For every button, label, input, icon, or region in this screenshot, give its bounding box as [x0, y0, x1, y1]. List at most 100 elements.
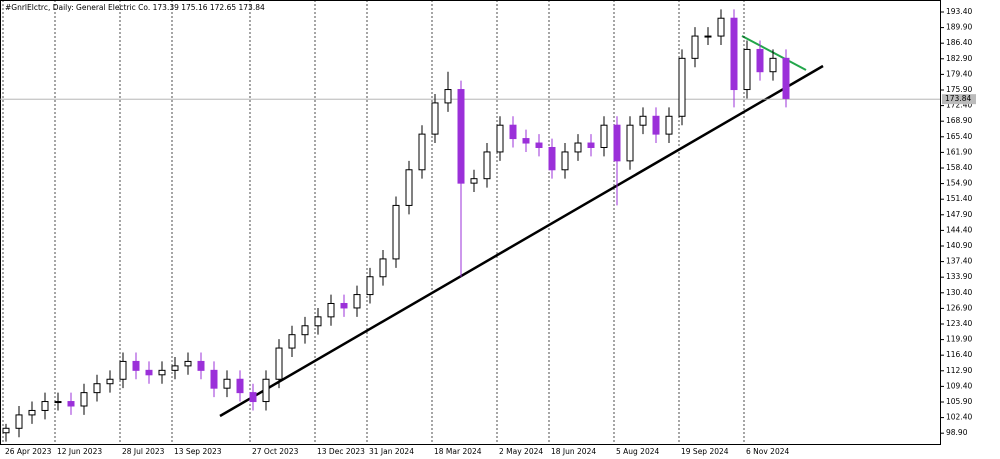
candle-body: [67, 401, 75, 407]
candle-body: [392, 204, 400, 260]
x-tick-label: 2 May 2024: [499, 447, 543, 456]
candle-body: [379, 258, 387, 278]
x-tick-label: 12 Jun 2023: [57, 447, 102, 456]
candle-body: [288, 334, 296, 349]
x-tick-label: 13 Dec 2023: [317, 447, 365, 456]
candle-body: [600, 124, 608, 148]
candle-body: [730, 17, 738, 91]
candle-body: [704, 35, 712, 38]
candle-body: [41, 401, 49, 411]
x-tick-label: 6 Nov 2024: [746, 447, 789, 456]
last-price-box: [942, 94, 976, 105]
candle-body: [769, 57, 777, 73]
candle-body: [327, 302, 335, 318]
y-tick-label: 172.40: [946, 101, 972, 110]
x-tick-label: 18 Jun 2024: [551, 447, 596, 456]
candle-body: [210, 369, 218, 389]
y-tick-label: 130.40: [946, 288, 972, 297]
y-tick-label: 105.90: [946, 397, 972, 406]
candle-body: [314, 316, 322, 327]
candle-body: [444, 89, 452, 104]
candle-body: [197, 360, 205, 371]
y-tick-label: 161.90: [946, 147, 972, 156]
y-tick-label: 182.90: [946, 54, 972, 63]
chart-title: #GnrlElctrc, Daily: General Electric Co.…: [5, 3, 265, 12]
candle-body: [509, 124, 517, 140]
candle-body: [184, 360, 192, 367]
candle-body: [548, 146, 556, 171]
y-tick-label: 137.40: [946, 257, 972, 266]
candle-body: [522, 138, 530, 144]
support-trendline: [219, 64, 824, 418]
candle-body: [457, 89, 465, 184]
candle-body: [28, 409, 36, 416]
candle-body: [405, 169, 413, 206]
y-tick-label: 189.90: [946, 23, 972, 32]
candle-body: [236, 378, 244, 394]
y-tick-label: 147.90: [946, 210, 972, 219]
candle-body: [132, 360, 140, 371]
candle-body: [418, 133, 426, 171]
candle-body: [782, 57, 790, 99]
candle-body: [470, 178, 478, 184]
candle-body: [249, 392, 257, 403]
y-tick-label: 123.40: [946, 319, 972, 328]
y-tick-label: 165.40: [946, 132, 972, 141]
plot-frame: [0, 0, 941, 445]
candle-body: [119, 360, 127, 380]
last-price-label: 173.84: [945, 94, 971, 103]
y-tick-label: 98.90: [946, 428, 968, 437]
y-tick-label: 133.90: [946, 272, 972, 281]
x-tick-label: 28 Jul 2023: [122, 447, 165, 456]
candle-body: [15, 414, 23, 429]
y-tick-label: 175.90: [946, 85, 972, 94]
candle-body: [626, 124, 634, 162]
x-tick-label: 27 Oct 2023: [252, 447, 299, 456]
y-tick-label: 119.90: [946, 335, 972, 344]
candle-body: [80, 392, 88, 407]
candle-body: [301, 325, 309, 336]
y-tick-label: 102.40: [946, 413, 972, 422]
candle-body: [275, 347, 283, 380]
candle-body: [262, 378, 270, 403]
y-tick-label: 158.40: [946, 163, 972, 172]
candle-body: [652, 115, 660, 135]
candle-body: [106, 378, 114, 385]
candle-body: [340, 302, 348, 309]
candle-body: [496, 124, 504, 153]
candle-body: [639, 115, 647, 126]
candle-body: [145, 369, 153, 376]
y-tick-label: 179.40: [946, 69, 972, 78]
y-tick-label: 151.40: [946, 194, 972, 203]
candle-body: [574, 142, 582, 153]
y-tick-label: 140.90: [946, 241, 972, 250]
x-tick-label: 5 Aug 2024: [616, 447, 659, 456]
candle-body: [483, 151, 491, 180]
candle-body: [665, 115, 673, 135]
candle-body: [353, 294, 361, 309]
candle-body: [93, 383, 101, 394]
candle-body: [535, 142, 543, 148]
y-tick-label: 168.90: [946, 116, 972, 125]
y-tick-label: 109.40: [946, 381, 972, 390]
x-tick-label: 13 Sep 2023: [174, 447, 222, 456]
y-tick-label: 112.90: [946, 366, 972, 375]
resistance-trendline: [741, 35, 807, 71]
x-tick-label: 18 Mar 2024: [434, 447, 482, 456]
candle-body: [54, 401, 62, 404]
y-tick-label: 154.90: [946, 179, 972, 188]
y-tick-label: 193.40: [946, 7, 972, 16]
candle-body: [366, 276, 374, 296]
candle-body: [743, 48, 751, 91]
candle-body: [587, 142, 595, 148]
y-tick-label: 144.40: [946, 225, 972, 234]
y-tick-label: 116.40: [946, 350, 972, 359]
x-tick-label: 26 Apr 2023: [5, 447, 52, 456]
candle-body: [158, 369, 166, 376]
candle-body: [691, 35, 699, 59]
candle-body: [561, 151, 569, 171]
candle-body: [613, 124, 621, 162]
x-tick-label: 31 Jan 2024: [369, 447, 414, 456]
candle-body: [717, 17, 725, 37]
